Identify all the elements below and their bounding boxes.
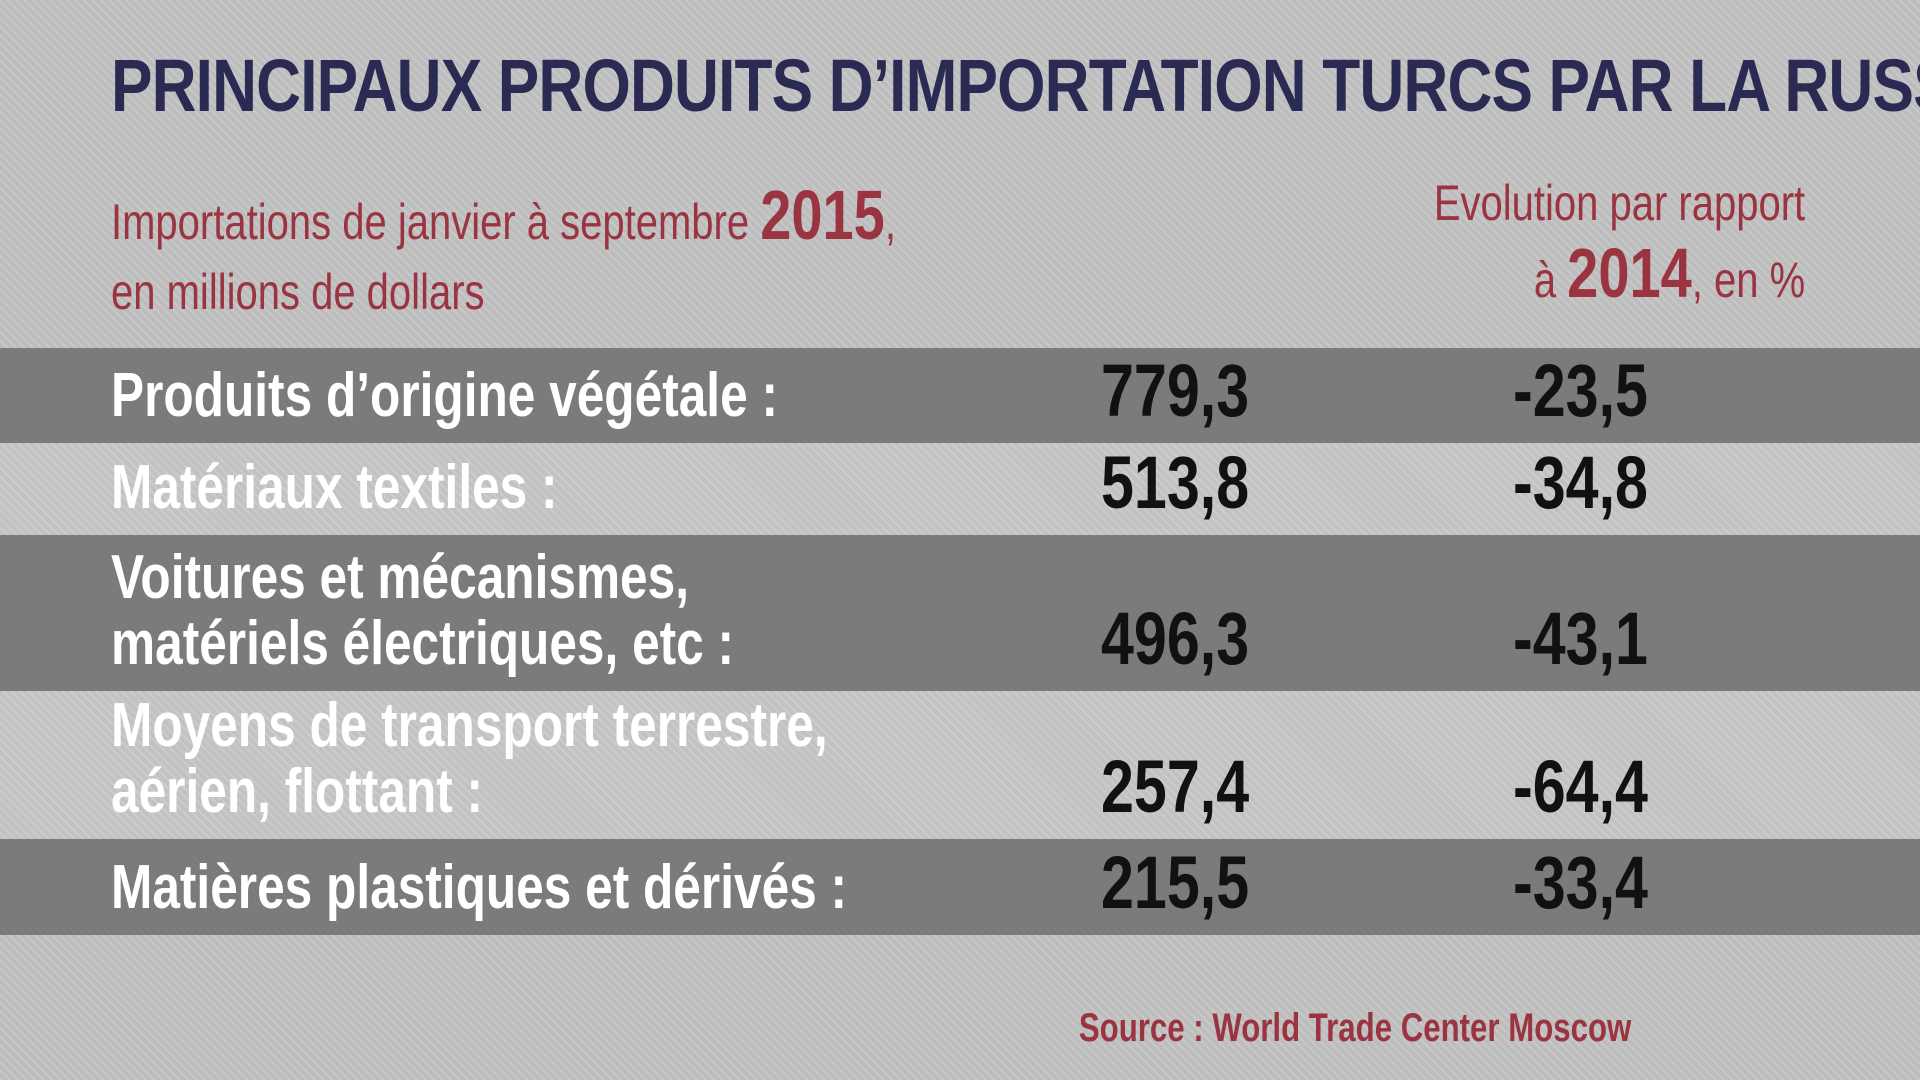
row-label: Matériaux textiles : — [111, 455, 558, 521]
value-header-year: 2015 — [760, 176, 885, 254]
row-label-line: aérien, flottant : — [111, 757, 484, 826]
row-label-line: Moyens de transport terrestre, — [111, 691, 828, 760]
change-header-year: 2014 — [1567, 234, 1692, 312]
row-value: 513,8 — [1101, 441, 1250, 524]
row-change: -43,1 — [1513, 597, 1648, 680]
value-header-comma: , — [884, 194, 896, 250]
row-value: 779,3 — [1101, 349, 1250, 432]
value-header-text: Importations de janvier à septembre — [111, 194, 761, 250]
change-header-prefix: à — [1533, 252, 1568, 308]
table-row: Moyens de transport terrestre, aérien, f… — [0, 691, 1920, 839]
row-label: Matières plastiques et dérivés : — [111, 855, 847, 921]
row-value: 257,4 — [1101, 745, 1250, 828]
value-column-header: Importations de janvier à septembre 2015… — [111, 180, 896, 327]
table-row: Matériaux textiles : 513,8 -34,8 — [0, 443, 1920, 535]
row-label: Voitures et mécanismes, matériels électr… — [111, 545, 734, 677]
change-column-header: Evolution par rapport à 2014, en % — [1434, 168, 1805, 315]
row-label-line: Voitures et mécanismes, — [111, 543, 690, 612]
row-change: -23,5 — [1513, 349, 1648, 432]
row-label-line: matériels électriques, etc : — [111, 609, 735, 678]
row-value: 496,3 — [1101, 597, 1250, 680]
row-value: 215,5 — [1101, 841, 1250, 924]
table-row: Matières plastiques et dérivés : 215,5 -… — [0, 839, 1920, 935]
chart-title: PRINCIPAUX PRODUITS D’IMPORTATION TURCS … — [111, 44, 1920, 127]
row-change: -64,4 — [1513, 745, 1648, 828]
row-change: -34,8 — [1513, 441, 1648, 524]
table-row: Voitures et mécanismes, matériels électr… — [0, 535, 1920, 691]
row-label-line: Produits d’origine végétale : — [111, 361, 778, 430]
row-label: Moyens de transport terrestre, aérien, f… — [111, 693, 828, 825]
source-note: Source : World Trade Center Moscow — [1078, 1006, 1631, 1050]
row-label-line: Matériaux textiles : — [111, 453, 558, 522]
row-label: Produits d’origine végétale : — [111, 363, 778, 429]
change-header-line-2: à 2014, en % — [1434, 238, 1805, 315]
change-header-line-1: Evolution par rapport — [1433, 175, 1805, 231]
change-header-suffix: , en % — [1691, 252, 1805, 308]
value-header-line-2: en millions de dollars — [111, 264, 485, 320]
value-header-line-1: Importations de janvier à septembre 2015… — [111, 180, 896, 257]
row-change: -33,4 — [1513, 841, 1648, 924]
row-label-line: Matières plastiques et dérivés : — [111, 853, 848, 922]
table-row: Produits d’origine végétale : 779,3 -23,… — [0, 348, 1920, 443]
